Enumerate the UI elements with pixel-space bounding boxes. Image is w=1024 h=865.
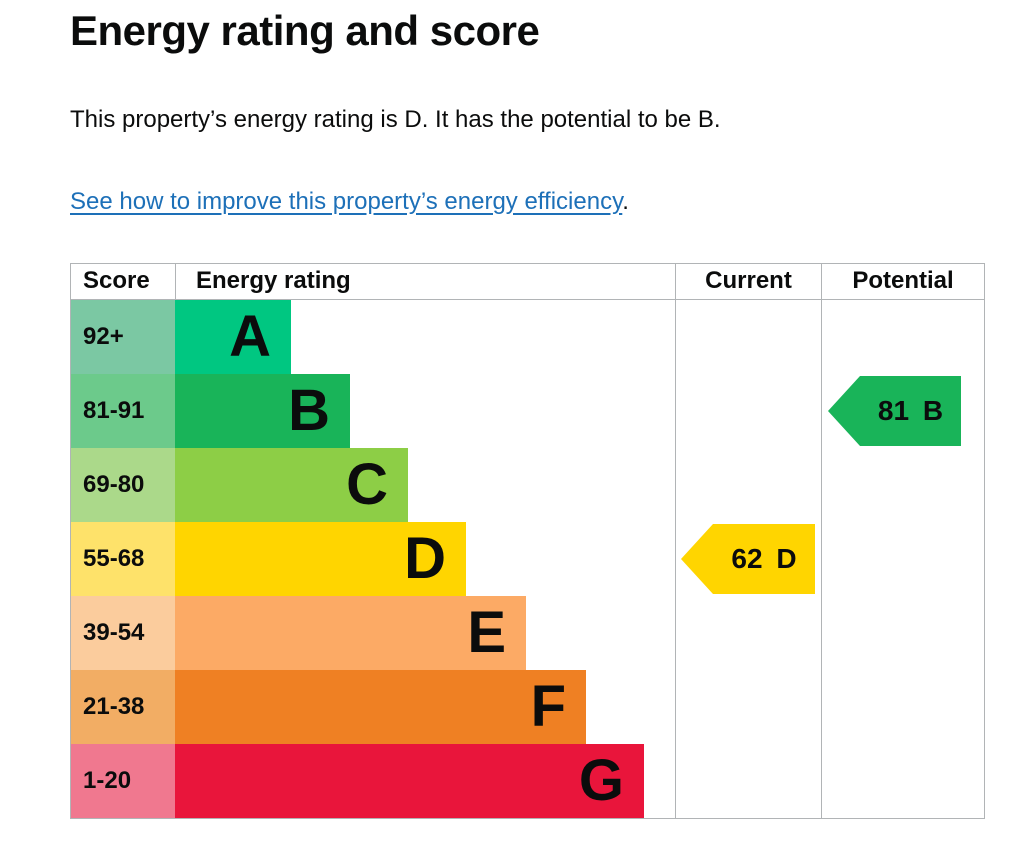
score-range-g: 1-20 <box>71 743 175 818</box>
epc-band-row-c: 69-80 C <box>71 447 984 522</box>
energy-band-bar-g: G <box>175 743 644 818</box>
current-column-cell-g <box>675 743 821 818</box>
score-range-d: 55-68 <box>71 521 175 596</box>
page: Energy rating and score This property’s … <box>70 7 985 819</box>
rating-bar-area-c: C <box>175 447 675 522</box>
current-column-cell-b <box>675 373 821 448</box>
chart-body: 62 D 81 B 92+ A 81-91 B 69-80 C 55-68 D 39-54 E 21… <box>71 299 984 818</box>
chart-header-row: Score Energy rating Current Potential <box>71 263 984 300</box>
potential-column-cell-c <box>821 447 984 522</box>
current-column-cell-c <box>675 447 821 522</box>
epc-band-row-b: 81-91 B <box>71 373 984 448</box>
rating-bar-area-e: E <box>175 595 675 670</box>
rating-bar-area-b: B <box>175 373 675 448</box>
potential-rating-label: 81 B <box>877 394 944 426</box>
score-range-a: 92+ <box>71 299 175 374</box>
band-letter-e: E <box>467 599 506 665</box>
energy-band-bar-f: F <box>175 669 586 744</box>
band-letter-b: B <box>288 377 330 443</box>
energy-rating-chart: Score Energy rating Current Potential 62… <box>70 262 985 819</box>
energy-band-bar-e: E <box>175 595 526 670</box>
epc-band-row-f: 21-38 F <box>71 669 984 744</box>
potential-column-cell-g <box>821 743 984 818</box>
energy-band-bar-c: C <box>175 447 408 522</box>
potential-column-cell-d <box>821 521 984 596</box>
score-range-b: 81-91 <box>71 373 175 448</box>
band-letter-a: A <box>229 303 271 369</box>
potential-column-cell-a <box>821 299 984 374</box>
band-letter-g: G <box>578 747 624 813</box>
link-suffix-period: . <box>622 187 629 215</box>
current-arrow-point-icon <box>681 523 713 594</box>
rating-bar-area-a: A <box>175 299 675 374</box>
column-header-energy-rating: Energy rating <box>175 263 675 299</box>
potential-column-cell-f <box>821 669 984 744</box>
score-range-f: 21-38 <box>71 669 175 744</box>
page-title: Energy rating and score <box>70 7 540 54</box>
current-rating-arrow: 62 D <box>681 523 815 594</box>
energy-band-bar-a: A <box>175 299 291 374</box>
band-letter-f: F <box>530 673 566 739</box>
score-range-c: 69-80 <box>71 447 175 522</box>
epc-band-row-d: 55-68 D <box>71 521 984 596</box>
score-range-e: 39-54 <box>71 595 175 670</box>
potential-rating-arrow: 81 B <box>828 375 961 446</box>
epc-band-row-e: 39-54 E <box>71 595 984 670</box>
potential-arrow-point-icon <box>828 375 860 446</box>
current-rating-label: 62 D <box>731 542 797 574</box>
current-column-cell-e <box>675 595 821 670</box>
rating-bar-area-d: D <box>175 521 675 596</box>
current-column-cell-d <box>675 521 821 596</box>
improve-efficiency-link[interactable]: See how to improve this property’s energ… <box>70 187 623 215</box>
energy-band-bar-d: D <box>175 521 466 596</box>
improve-efficiency-link-line: See how to improve this property’s energ… <box>70 186 985 217</box>
potential-column-cell-b <box>821 373 984 448</box>
current-column-cell-f <box>675 669 821 744</box>
column-header-potential: Potential <box>821 263 984 299</box>
column-header-current: Current <box>675 263 821 299</box>
column-header-score: Score <box>83 266 150 294</box>
current-column-cell-a <box>675 299 821 374</box>
rating-bar-area-f: F <box>175 669 675 744</box>
epc-band-row-g: 1-20 G <box>71 743 984 818</box>
energy-rating-summary-text: This property’s energy rating is D. It h… <box>70 106 721 134</box>
epc-band-row-a: 92+ A <box>71 299 984 374</box>
band-letter-d: D <box>404 525 446 591</box>
potential-column-cell-e <box>821 595 984 670</box>
rating-bar-area-g: G <box>175 743 675 818</box>
energy-band-bar-b: B <box>175 373 350 448</box>
band-letter-c: C <box>346 451 388 517</box>
